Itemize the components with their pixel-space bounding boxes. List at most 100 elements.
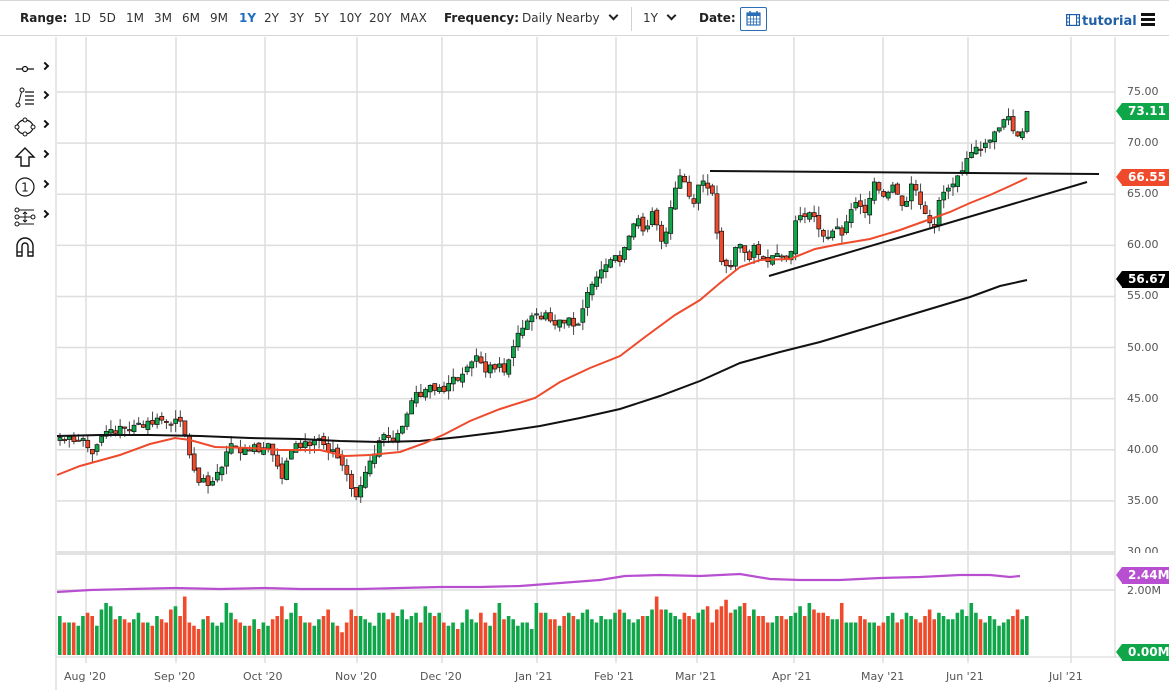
volume-bar [409,616,414,655]
volume-bar [812,609,816,655]
volume-bar [849,622,853,655]
measure-tool[interactable] [14,206,54,228]
candle-up [871,181,877,201]
candle-up [603,264,609,273]
price-axis-label: 70.00 [1127,136,1159,150]
volume-bar [909,616,913,655]
volume-bar [215,625,219,655]
volume-bar [974,612,978,655]
volume-bar [442,622,446,655]
range-3y-button[interactable]: 3Y [289,11,304,25]
candle-down [418,391,424,397]
range-5y-button[interactable]: 5Y [314,11,329,25]
candle-up [950,183,956,188]
candle-down [441,385,447,392]
tutorial-link[interactable]: tutorial [1066,14,1137,29]
volume-bar [904,612,909,655]
range-20y-button[interactable]: 20Y [369,11,392,25]
volume-bar [876,625,881,655]
volume-bar [1020,619,1024,655]
range-1d-button[interactable]: 1D [74,11,91,25]
candle-up [497,363,502,368]
volume-bar [132,619,136,655]
volume-bar [460,622,465,655]
volume-bar [969,603,974,655]
volume-bar [844,622,849,655]
candle-down [205,475,211,486]
volume-bar [895,622,900,655]
range-6m-button[interactable]: 6M [182,11,200,25]
volume-bar [724,599,728,655]
candle-up [66,436,72,440]
volume-bar [650,609,654,655]
volume-bar [206,616,210,655]
fibonacci-tool[interactable] [14,87,54,109]
candle-down [686,181,692,197]
time-axis-label: Sep '20 [154,670,196,683]
volume-bar [465,609,469,655]
candle-up [469,361,475,369]
candle-down [548,312,553,322]
volume-bar [927,609,932,655]
candle-up [94,444,100,452]
annotation-tool[interactable]: 1 [14,176,54,198]
range-label: Range: [20,11,68,25]
volume-bar [289,612,293,655]
frequency-dropdown[interactable]: Daily Nearby [522,10,618,25]
range-1y-button[interactable]: 1Y [239,11,257,25]
menu-button[interactable] [1141,13,1155,28]
volume-bar [95,625,99,655]
crosshair-tool[interactable] [14,58,54,80]
candle-up [529,315,535,323]
volume-bar [335,625,340,655]
volume-bar [1001,622,1006,655]
candle-down [307,441,313,447]
range-3m-button[interactable]: 3M [154,11,172,25]
magnet-icon [16,237,34,257]
candle-down [492,364,498,370]
candle-down [719,230,724,263]
candle-down [71,435,77,442]
ma-slow-value: 56.67 [1128,272,1166,286]
range-1m-button[interactable]: 1M [126,11,144,25]
range-5d-button[interactable]: 5D [99,11,116,25]
volume-bar [608,619,613,655]
price-axis-label: 75.00 [1127,85,1159,98]
candle-up [312,440,317,446]
period-dropdown[interactable]: 1Y [643,10,677,25]
range-max-button[interactable]: MAX [400,11,427,25]
volume-bar [946,619,950,655]
volume-bar [553,619,557,655]
date-picker-button[interactable] [740,7,767,31]
volume-bar [816,612,821,655]
candle-down [691,198,697,204]
candle-up [446,382,452,392]
candle-up [302,441,308,448]
range-2y-button[interactable]: 2Y [264,11,279,25]
circle-one-icon: 1 [15,177,35,197]
candle-up [404,413,410,427]
candle-down [682,175,687,183]
volume-bar [1015,609,1020,655]
arrow-tool[interactable] [14,146,54,168]
volume-bar [1011,616,1015,655]
shapes-tool[interactable] [14,116,54,138]
candle-up [381,434,387,441]
candle-down [177,416,183,422]
volume-bar [983,622,987,655]
candle-down [571,317,576,327]
volume-bar [377,612,381,655]
magnet-tool[interactable] [14,236,54,258]
volume-bar [571,616,576,655]
range-9m-button[interactable]: 9M [210,11,228,25]
volume-bar [58,616,62,655]
candle-up [788,251,794,261]
candle-up [367,460,373,475]
volume-bar [668,612,673,655]
range-10y-button[interactable]: 10Y [339,11,362,25]
volume-avg-value: 2.44M [1128,568,1169,582]
candle-up [460,373,465,383]
volume-bar [520,622,525,655]
volume-bar [141,622,145,655]
